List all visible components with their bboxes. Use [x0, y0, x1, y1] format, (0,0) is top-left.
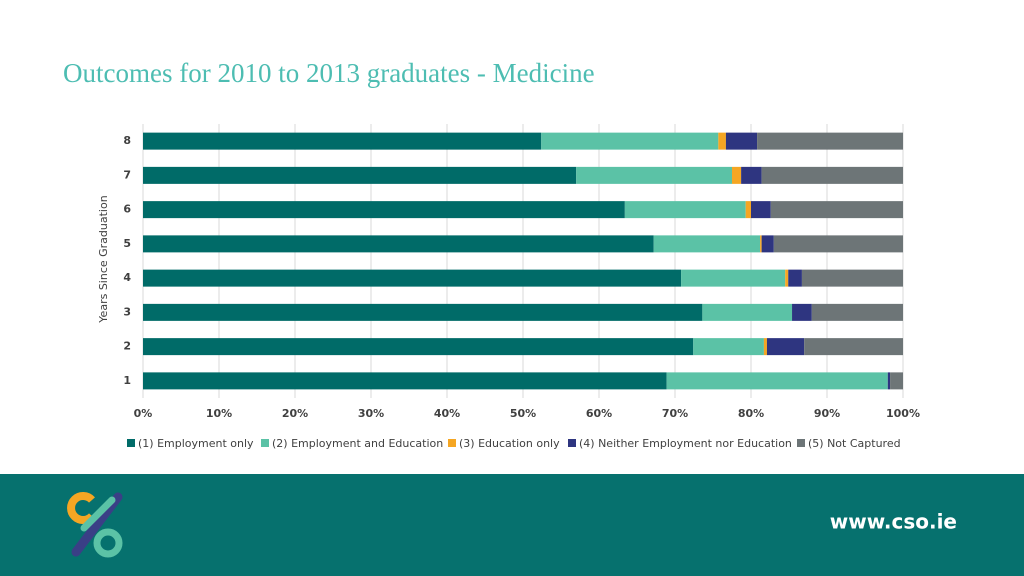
x-tick-label: 60% — [586, 407, 612, 420]
bar-segment — [143, 132, 542, 150]
legend-swatch — [568, 439, 576, 447]
logo-slash-2 — [80, 496, 116, 532]
bar-segment — [811, 303, 903, 321]
bar-segment — [745, 201, 751, 219]
bar-segment — [890, 372, 903, 390]
legend-label: (4) Neither Employment nor Education — [579, 437, 792, 450]
bar-segment — [773, 235, 903, 253]
bar-segment — [788, 269, 802, 287]
legend-label: (2) Employment and Education — [272, 437, 443, 450]
bar-segment — [576, 166, 732, 184]
plot-area: 0% 10% 20% 30% 40% 50% 60% 70% 80% 90% 100% 8 7 6 5 4 3 2… — [123, 124, 920, 450]
bar-segment — [887, 372, 891, 390]
logo-arc — [67, 492, 95, 524]
x-tick-label: 100% — [886, 407, 920, 420]
legend-label: (3) Education only — [459, 437, 560, 450]
bar-segment — [653, 235, 761, 253]
bar-segment — [681, 269, 786, 287]
y-tick-label: 2 — [123, 340, 131, 353]
bar-segment — [732, 166, 742, 184]
x-tick-label: 90% — [814, 407, 840, 420]
bar-segment — [761, 235, 774, 253]
x-tick-label: 30% — [358, 407, 384, 420]
y-tick-label: 8 — [123, 134, 131, 147]
bar-segment — [751, 201, 771, 219]
legend-swatch — [261, 439, 269, 447]
bar-segment — [693, 338, 764, 356]
bar-segment — [143, 303, 703, 321]
x-tick-label: 80% — [738, 407, 764, 420]
y-tick-label: 4 — [123, 271, 131, 284]
bar-segment — [718, 132, 726, 150]
legend-label: (1) Employment only — [138, 437, 254, 450]
bar-segment — [143, 269, 682, 287]
bar-segment — [741, 166, 762, 184]
x-tick-label: 70% — [662, 407, 688, 420]
bar-segment — [766, 338, 805, 356]
logo-slash — [71, 492, 123, 557]
bar-segment — [792, 303, 812, 321]
bar-segment — [702, 303, 793, 321]
footer-url: www.cso.ie — [830, 510, 957, 534]
logo — [67, 492, 123, 558]
bar-segment — [757, 132, 903, 150]
bar-segment — [801, 269, 903, 287]
footer-band — [0, 474, 1024, 576]
bar-segment — [761, 166, 903, 184]
legend-swatch — [448, 439, 456, 447]
bar-segment — [760, 235, 762, 253]
bar-segment — [770, 201, 903, 219]
y-tick-label: 5 — [123, 237, 131, 250]
chart-title: Outcomes for 2010 to 2013 graduates - Me… — [63, 58, 595, 88]
bar-segment — [725, 132, 758, 150]
x-tick-label: 50% — [510, 407, 536, 420]
y-axis-title: Years Since Graduation — [97, 195, 110, 323]
x-tick-label: 10% — [206, 407, 232, 420]
bar-segment — [541, 132, 719, 150]
y-tick-label: 1 — [123, 374, 131, 387]
y-tick-label: 6 — [123, 203, 131, 216]
bar-segment — [143, 201, 625, 219]
legend-swatch — [797, 439, 805, 447]
bar-segment — [804, 338, 903, 356]
bar-segment — [143, 338, 694, 356]
bar-segment — [666, 372, 888, 390]
x-tick-label: 40% — [434, 407, 460, 420]
y-tick-label: 3 — [123, 305, 131, 318]
y-tick-label: 7 — [123, 168, 131, 181]
bar-segment — [143, 235, 654, 253]
x-tick-label: 0% — [134, 407, 153, 420]
bar-segment — [785, 269, 789, 287]
bar-segment — [624, 201, 746, 219]
legend-label: (5) Not Captured — [808, 437, 901, 450]
logo-ring — [93, 528, 123, 558]
bar-segment — [143, 166, 577, 184]
bar-segment — [143, 372, 667, 390]
legend-swatch — [127, 439, 135, 447]
x-tick-label: 20% — [282, 407, 308, 420]
bar-segment — [763, 338, 767, 356]
